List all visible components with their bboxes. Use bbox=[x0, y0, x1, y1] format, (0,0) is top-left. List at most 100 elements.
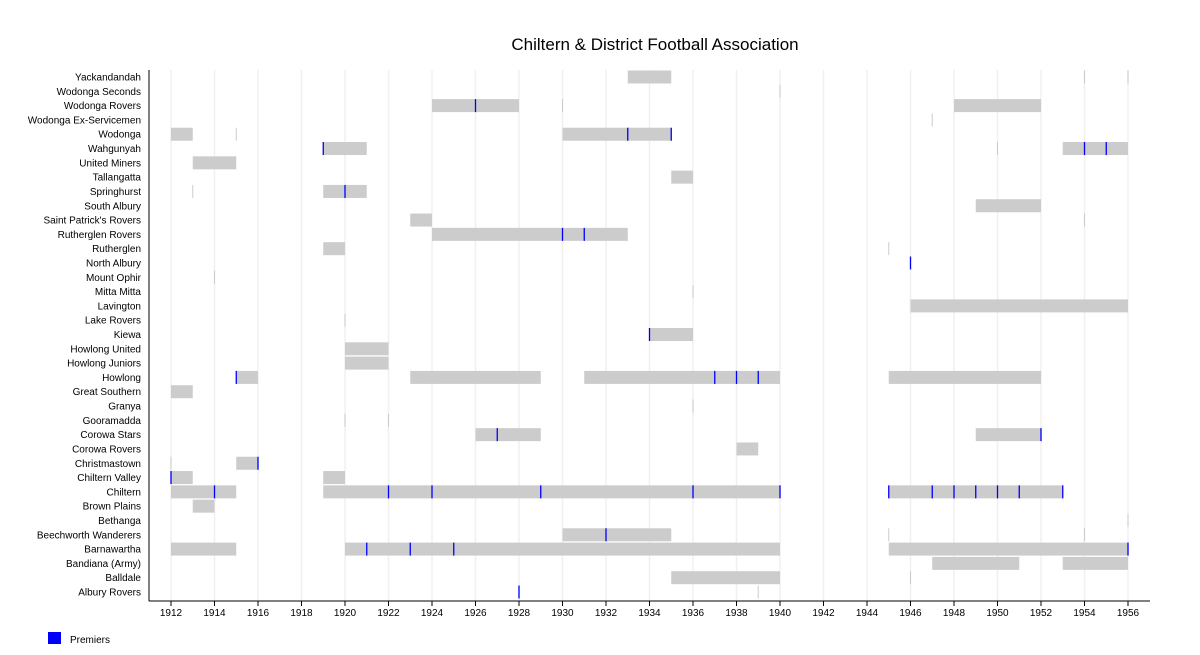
team-labels: Yackandandah Wodonga Seconds Wodonga Rover… bbox=[28, 73, 142, 599]
team-label: Howlong bbox=[102, 373, 141, 384]
team-label: Corowa Rovers bbox=[72, 444, 141, 455]
season-bar bbox=[910, 299, 1128, 313]
x-tick-label: 1942 bbox=[812, 608, 835, 619]
season-bar bbox=[888, 370, 1041, 384]
x-tick-label: 1916 bbox=[247, 608, 270, 619]
season-bar bbox=[1062, 556, 1128, 570]
team-label: Wahgunyah bbox=[88, 144, 141, 155]
season-bar bbox=[562, 528, 672, 542]
team-label: Wodonga Ex-Servicemen bbox=[28, 115, 141, 126]
season-bar bbox=[345, 356, 389, 370]
team-label: Saint Patrick's Rovers bbox=[44, 216, 142, 227]
season-bar bbox=[975, 199, 1041, 213]
team-label: Mount Ophir bbox=[86, 273, 142, 284]
x-tick-label: 1912 bbox=[160, 608, 183, 619]
season-bar bbox=[475, 428, 541, 442]
x-tick-label: 1928 bbox=[508, 608, 531, 619]
x-tick-label: 1934 bbox=[638, 608, 661, 619]
team-label: Beechworth Wanderers bbox=[37, 530, 141, 541]
season-bar bbox=[1062, 142, 1128, 156]
x-tick-label: 1926 bbox=[464, 608, 487, 619]
season-bar bbox=[171, 385, 193, 399]
x-tick-label: 1938 bbox=[725, 608, 748, 619]
x-tick-label: 1930 bbox=[551, 608, 574, 619]
season-bar bbox=[192, 156, 237, 170]
season-bar bbox=[410, 370, 541, 384]
team-label: Granya bbox=[108, 402, 141, 413]
season-bar bbox=[975, 428, 1041, 442]
season-bar bbox=[323, 242, 345, 256]
team-label: Howlong United bbox=[70, 344, 141, 355]
season-bar bbox=[562, 127, 672, 141]
x-tick-label: 1946 bbox=[899, 608, 922, 619]
season-bar bbox=[888, 542, 1128, 556]
x-tick-label: 1952 bbox=[1030, 608, 1053, 619]
season-bar bbox=[171, 471, 193, 485]
x-tick-label: 1950 bbox=[986, 608, 1009, 619]
team-label: Rutherglen bbox=[92, 244, 141, 255]
season-bar bbox=[171, 127, 193, 141]
team-label: Bethanga bbox=[98, 516, 141, 527]
chart-title: Chiltern & District Football Association bbox=[511, 35, 798, 54]
season-bar bbox=[671, 170, 693, 184]
season-bar bbox=[323, 485, 780, 499]
bars bbox=[170, 70, 1129, 599]
team-label: Chiltern Valley bbox=[77, 473, 141, 484]
team-label: Brown Plains bbox=[83, 502, 141, 513]
season-bar bbox=[584, 370, 780, 384]
team-label: Yackandandah bbox=[75, 73, 141, 84]
x-tick-label: 1948 bbox=[943, 608, 966, 619]
season-bar bbox=[432, 227, 628, 241]
season-bar bbox=[649, 328, 693, 341]
team-label: Barnawartha bbox=[84, 545, 141, 556]
team-label: Chiltern bbox=[107, 487, 141, 498]
team-label: Springhurst bbox=[90, 187, 141, 198]
season-bar bbox=[671, 571, 780, 585]
team-label: Gooramadda bbox=[83, 416, 142, 427]
season-bar bbox=[410, 213, 432, 227]
axes: 1912 1914 1916 1918 1920 1922 1924 1926 1928 1930… bbox=[148, 70, 1150, 619]
team-label: Wodonga bbox=[98, 130, 141, 141]
team-label: South Albury bbox=[84, 201, 141, 212]
x-tick-label: 1954 bbox=[1073, 608, 1096, 619]
season-bar bbox=[736, 442, 759, 456]
x-tick-label: 1936 bbox=[682, 608, 705, 619]
team-label: Tallangatta bbox=[93, 173, 142, 184]
x-tick-label: 1920 bbox=[334, 608, 357, 619]
season-bar bbox=[954, 99, 1041, 113]
season-bar bbox=[627, 70, 672, 84]
season-bar bbox=[323, 142, 367, 156]
season-bar bbox=[236, 370, 258, 384]
x-tick-label: 1918 bbox=[290, 608, 313, 619]
team-label: Lake Rovers bbox=[85, 316, 141, 327]
team-label: United Miners bbox=[79, 158, 141, 169]
x-tick-label: 1922 bbox=[377, 608, 400, 619]
x-tick-label: 1914 bbox=[203, 608, 226, 619]
team-label: Mitta Mitta bbox=[95, 287, 142, 298]
team-label: North Albury bbox=[86, 258, 141, 269]
x-tick-label: 1940 bbox=[769, 608, 792, 619]
season-bar bbox=[171, 485, 237, 499]
season-bar bbox=[192, 499, 215, 513]
x-tick-label: 1932 bbox=[595, 608, 618, 619]
season-bar bbox=[932, 556, 1020, 570]
team-label: Wodonga Rovers bbox=[64, 101, 141, 112]
team-label: Corowa Stars bbox=[80, 430, 141, 441]
team-label: Kiewa bbox=[114, 330, 142, 341]
team-label: Great Southern bbox=[73, 387, 141, 398]
team-label: Lavington bbox=[98, 301, 141, 312]
x-tick-label: 1944 bbox=[856, 608, 879, 619]
team-label: Balldale bbox=[105, 573, 141, 584]
season-bar bbox=[236, 456, 258, 470]
x-tick-label: 1924 bbox=[421, 608, 444, 619]
team-label: Christmastown bbox=[75, 459, 141, 470]
season-bar bbox=[345, 342, 389, 356]
team-label: Howlong Juniors bbox=[67, 359, 141, 370]
legend-swatch bbox=[48, 632, 61, 644]
team-label: Albury Rovers bbox=[78, 588, 141, 599]
season-bar bbox=[171, 542, 237, 556]
team-label: Wodonga Seconds bbox=[57, 87, 141, 98]
x-tick-label: 1956 bbox=[1117, 608, 1140, 619]
legend-label: Premiers bbox=[70, 635, 110, 646]
